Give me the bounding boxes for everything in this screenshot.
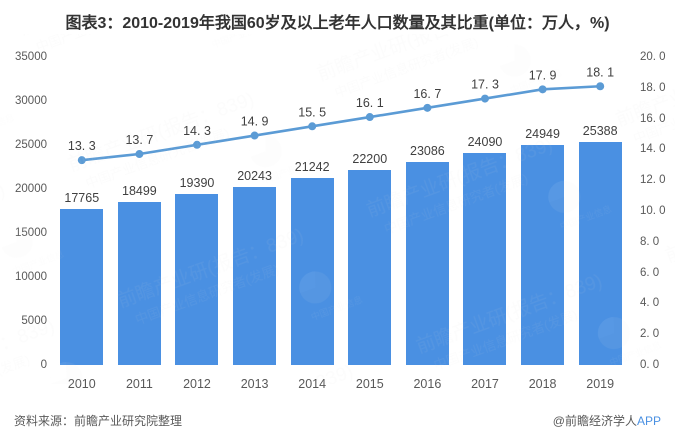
svg-text:16. 1: 16. 1 bbox=[356, 96, 384, 110]
svg-text:14. 3: 14. 3 bbox=[183, 124, 211, 138]
svg-text:13. 7: 13. 7 bbox=[125, 133, 153, 147]
svg-text:16. 7: 16. 7 bbox=[413, 87, 441, 101]
svg-text:17. 9: 17. 9 bbox=[529, 68, 557, 82]
svg-text:15. 5: 15. 5 bbox=[298, 105, 326, 119]
svg-text:14. 9: 14. 9 bbox=[241, 115, 269, 129]
svg-text:17. 3: 17. 3 bbox=[471, 78, 499, 92]
svg-text:18. 1: 18. 1 bbox=[586, 65, 614, 79]
svg-text:13. 3: 13. 3 bbox=[68, 139, 96, 153]
